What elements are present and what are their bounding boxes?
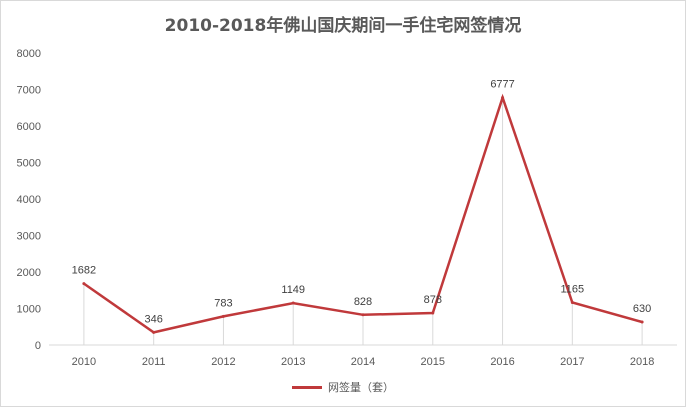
data-label: 828 xyxy=(354,296,372,308)
data-label: 783 xyxy=(214,297,232,309)
legend-swatch xyxy=(292,385,322,389)
x-tick-label: 2014 xyxy=(351,356,375,368)
data-point xyxy=(570,300,574,304)
x-tick-label: 2017 xyxy=(560,356,584,368)
data-label: 630 xyxy=(633,303,651,315)
y-tick-label: 7000 xyxy=(17,85,41,97)
x-tick-label: 2012 xyxy=(211,356,235,368)
x-tick-label: 2015 xyxy=(421,356,445,368)
y-tick-label: 2000 xyxy=(17,267,41,279)
x-tick-label: 2013 xyxy=(281,356,305,368)
data-point xyxy=(221,314,225,318)
data-point xyxy=(82,282,86,286)
y-tick-label: 5000 xyxy=(17,158,41,170)
x-tick-label: 2011 xyxy=(142,356,166,368)
data-point xyxy=(152,330,156,334)
y-tick-label: 6000 xyxy=(17,121,41,133)
data-point xyxy=(291,301,295,305)
y-tick-label: 4000 xyxy=(17,194,41,206)
y-tick-label: 8000 xyxy=(17,48,41,60)
data-label: 1165 xyxy=(561,283,585,295)
x-tick-label: 2018 xyxy=(630,356,654,368)
data-label: 878 xyxy=(424,294,442,306)
data-point xyxy=(501,96,505,100)
data-label: 6777 xyxy=(490,79,514,91)
data-label: 1149 xyxy=(281,284,305,296)
data-label: 1682 xyxy=(72,265,96,277)
chart-title: 2010-2018年佛山国庆期间一手住宅网签情况 xyxy=(164,16,522,36)
y-tick-label: 3000 xyxy=(17,231,41,243)
x-tick-label: 2010 xyxy=(72,356,96,368)
x-tick-label: 2016 xyxy=(490,356,514,368)
legend: 网签量（套） xyxy=(1,379,685,395)
y-tick-label: 1000 xyxy=(17,304,41,316)
y-tick-label: 0 xyxy=(35,340,41,352)
data-label: 346 xyxy=(144,313,162,325)
data-point xyxy=(431,311,435,315)
data-point xyxy=(361,313,365,317)
legend-label: 网签量（套） xyxy=(328,381,394,394)
data-point xyxy=(640,320,644,324)
